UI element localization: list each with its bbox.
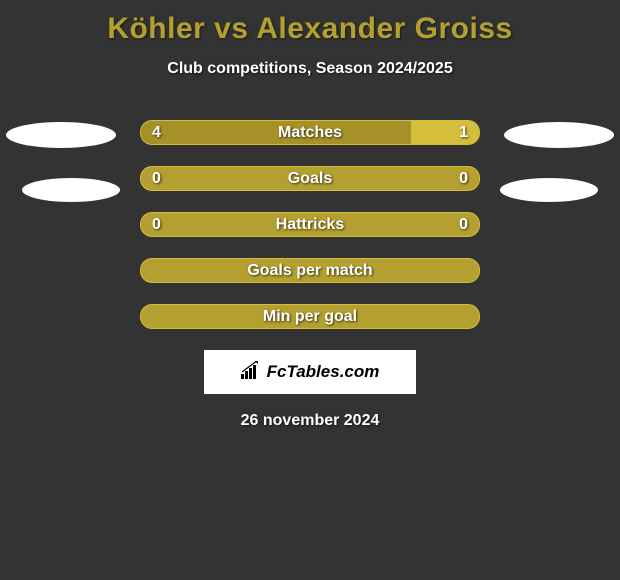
page-title: Köhler vs Alexander Groiss [0,0,620,46]
page-subtitle: Club competitions, Season 2024/2025 [0,60,620,78]
stat-row: Goals0 0 [140,166,480,191]
stat-value-left: 0 [152,166,161,191]
stat-row: Matches4 1 [140,120,480,145]
stat-label: Hattricks [140,212,480,237]
stat-row: Hattricks0 0 [140,212,480,237]
stat-label: Min per goal [140,304,480,329]
stat-label: Goals per match [140,258,480,283]
stat-value-left: 0 [152,212,161,237]
stat-value-right: 0 [459,212,468,237]
stat-value-right: 0 [459,166,468,191]
stat-row: Min per goal [140,304,480,329]
stats-chart: Matches41Goals00Hattricks00Goals per mat… [0,120,620,329]
stat-row: Goals per match [140,258,480,283]
chart-icon [241,361,263,384]
stat-value-right: 1 [459,120,468,145]
stat-label: Matches [140,120,480,145]
date-line: 26 november 2024 [0,412,620,430]
stat-value-left: 4 [152,120,161,145]
logo-text: FcTables.com [267,362,380,382]
stat-label: Goals [140,166,480,191]
logo-box: FcTables.com [204,350,416,394]
